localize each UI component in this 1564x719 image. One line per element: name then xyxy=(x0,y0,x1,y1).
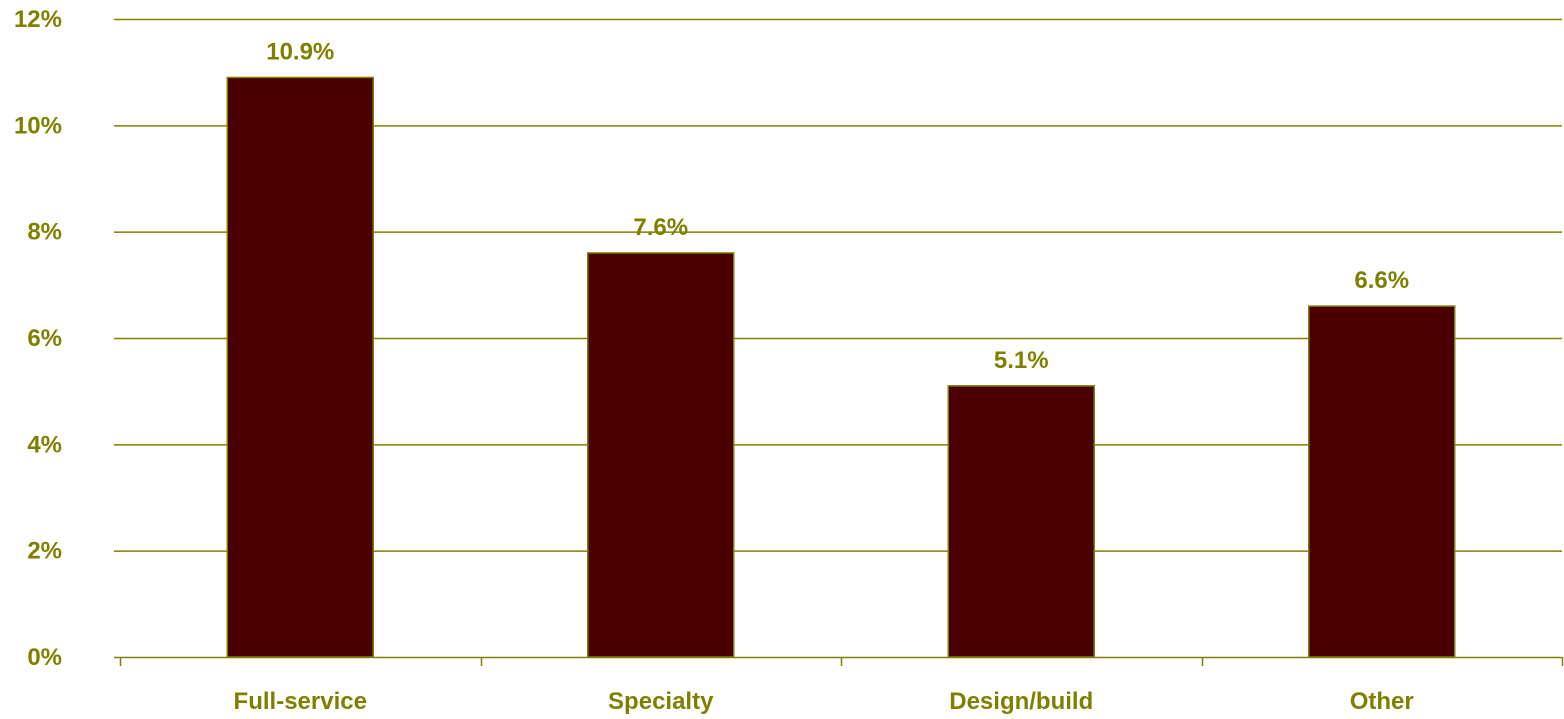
data-label: 5.1% xyxy=(994,347,1049,374)
labels: 0% 2% 4% 6% 8% 10% 12% 10.9% Full-service 7.6% Spe… xyxy=(14,6,1414,715)
bar xyxy=(587,252,735,658)
y-tick-label: 12% xyxy=(14,6,62,33)
y-tick-label: 8% xyxy=(27,219,62,246)
y-tick-label: 2% xyxy=(27,538,62,565)
data-label: 10.9% xyxy=(266,38,334,65)
y-tick-label: 10% xyxy=(14,112,62,139)
data-label: 7.6% xyxy=(633,214,688,241)
y-tick-label: 6% xyxy=(27,325,62,352)
y-tick-label: 4% xyxy=(27,431,62,458)
x-category-label: Specialty xyxy=(608,688,714,715)
bar xyxy=(226,76,374,658)
bar xyxy=(1308,305,1456,658)
x-category-label: Design/build xyxy=(949,688,1093,715)
y-tick-label: 0% xyxy=(27,644,62,671)
data-label: 6.6% xyxy=(1354,267,1409,294)
x-category-label: Other xyxy=(1350,688,1414,715)
x-category-label: Full-service xyxy=(234,688,367,715)
bars xyxy=(226,76,1456,658)
bar xyxy=(947,385,1095,658)
